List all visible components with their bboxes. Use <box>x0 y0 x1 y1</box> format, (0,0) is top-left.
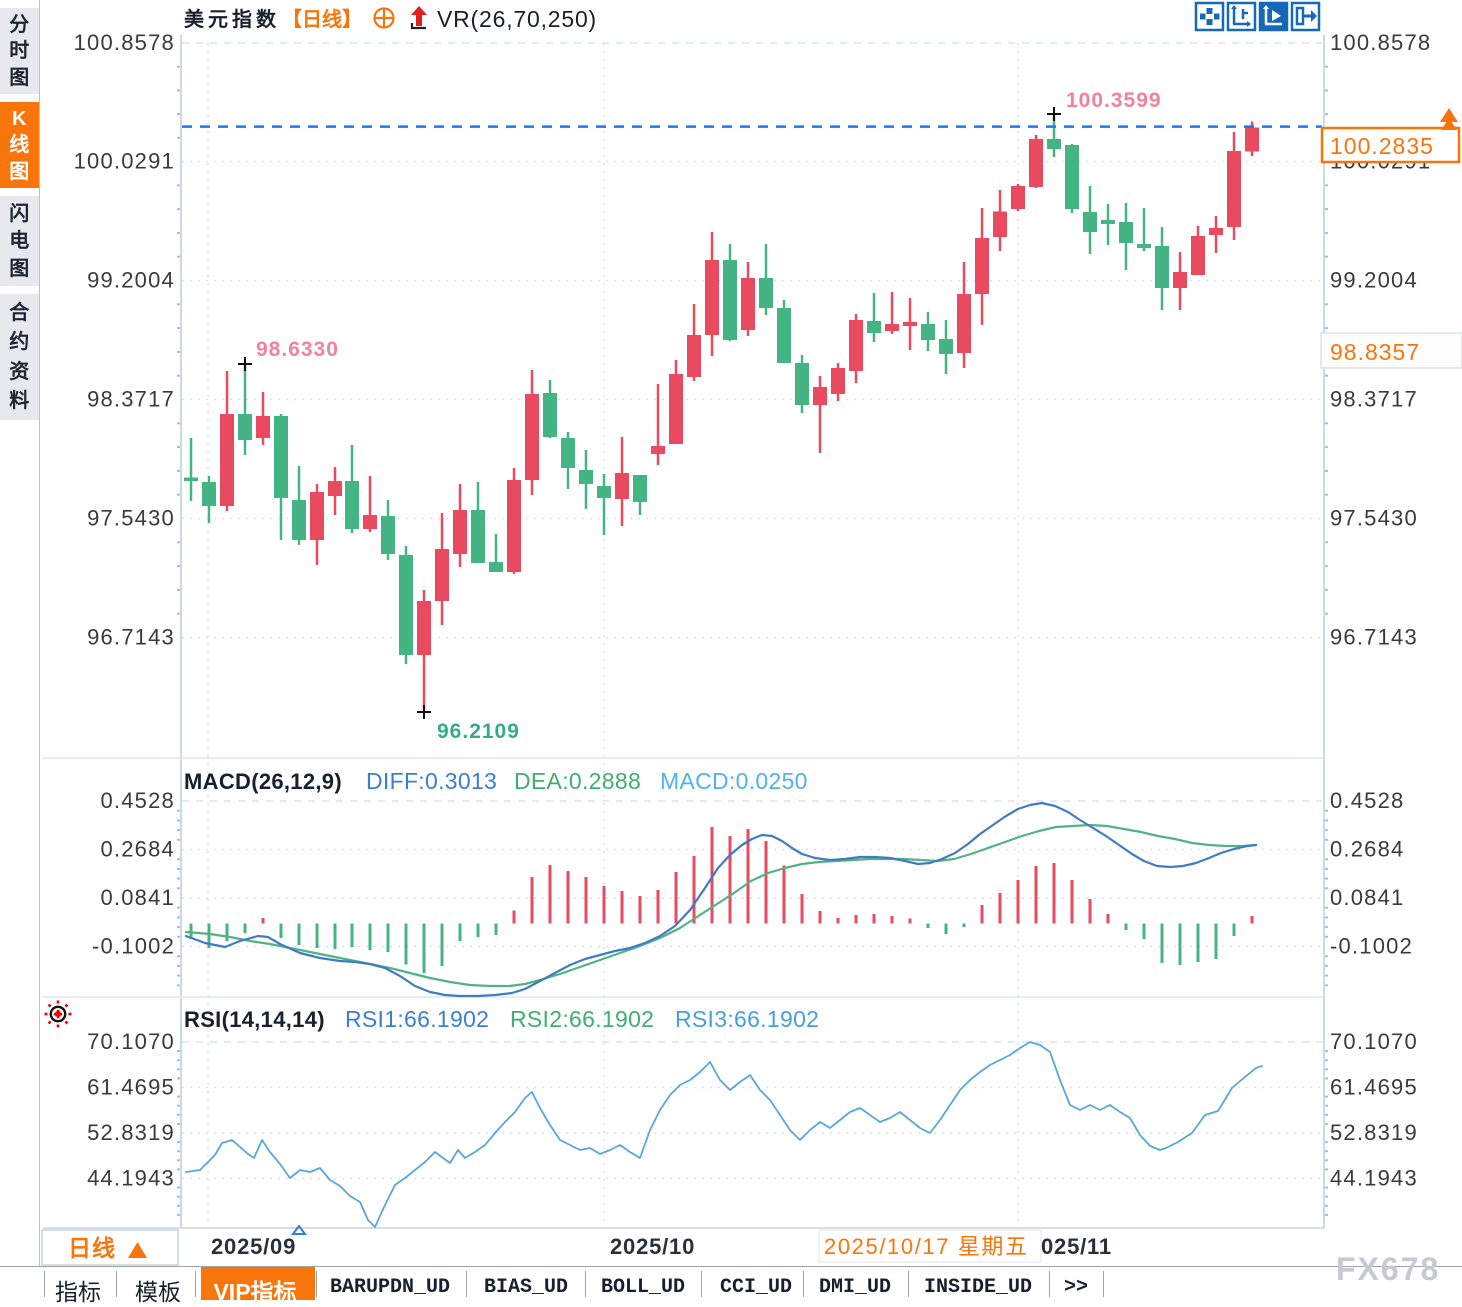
svg-text:RSI2:66.1902: RSI2:66.1902 <box>510 1006 654 1032</box>
svg-text:99.2004: 99.2004 <box>1330 268 1418 293</box>
svg-text:96.7143: 96.7143 <box>87 625 175 650</box>
svg-text:100.2835: 100.2835 <box>1330 133 1434 159</box>
svg-text:DIFF:0.3013: DIFF:0.3013 <box>366 768 497 794</box>
svg-text:98.6330: 98.6330 <box>256 338 339 361</box>
svg-text:-0.1002: -0.1002 <box>92 934 175 959</box>
svg-text:MACD(26,12,9): MACD(26,12,9) <box>184 769 342 794</box>
svg-text:98.3717: 98.3717 <box>87 387 175 412</box>
svg-text:44.1943: 44.1943 <box>1330 1166 1418 1191</box>
svg-text:70.1070: 70.1070 <box>87 1029 175 1054</box>
svg-text:0.2684: 0.2684 <box>1330 837 1405 862</box>
svg-text:98.3717: 98.3717 <box>1330 387 1418 412</box>
svg-text:44.1943: 44.1943 <box>87 1166 175 1191</box>
svg-text:RSI1:66.1902: RSI1:66.1902 <box>345 1006 489 1032</box>
svg-text:2025/10: 2025/10 <box>610 1234 695 1259</box>
svg-text:97.5430: 97.5430 <box>87 506 175 531</box>
svg-text:日线: 日线 <box>68 1235 116 1261</box>
svg-text:70.1070: 70.1070 <box>1330 1029 1418 1054</box>
svg-text:0.0841: 0.0841 <box>101 885 176 910</box>
svg-text:96.7143: 96.7143 <box>1330 625 1418 650</box>
svg-text:2025/10/17 星期五: 2025/10/17 星期五 <box>824 1234 1029 1259</box>
svg-text:RSI3:66.1902: RSI3:66.1902 <box>675 1006 819 1032</box>
svg-text:0.0841: 0.0841 <box>1330 885 1405 910</box>
svg-text:2025/09: 2025/09 <box>211 1234 296 1259</box>
svg-text:DEA:0.2888: DEA:0.2888 <box>514 768 641 794</box>
svg-text:025/11: 025/11 <box>1041 1234 1112 1259</box>
svg-text:100.3599: 100.3599 <box>1066 89 1162 112</box>
svg-text:96.2109: 96.2109 <box>437 720 520 743</box>
svg-text:0.2684: 0.2684 <box>101 837 176 862</box>
svg-text:0.4528: 0.4528 <box>1330 788 1405 813</box>
svg-text:-0.1002: -0.1002 <box>1330 934 1413 959</box>
svg-text:100.8578: 100.8578 <box>1330 30 1431 55</box>
svg-text:97.5430: 97.5430 <box>1330 506 1418 531</box>
svg-text:100.0291: 100.0291 <box>74 149 175 174</box>
svg-text:VR(26,70,250): VR(26,70,250) <box>437 6 597 32</box>
svg-text:MACD:0.0250: MACD:0.0250 <box>660 768 808 794</box>
svg-text:0.4528: 0.4528 <box>101 788 176 813</box>
svg-text:52.8319: 52.8319 <box>1330 1120 1418 1145</box>
svg-text:61.4695: 61.4695 <box>87 1075 175 1100</box>
svg-text:RSI(14,14,14): RSI(14,14,14) <box>184 1007 325 1032</box>
svg-text:美元指数: 美元指数 <box>184 7 280 31</box>
svg-text:【日线】: 【日线】 <box>282 7 362 31</box>
svg-text:52.8319: 52.8319 <box>87 1120 175 1145</box>
svg-text:61.4695: 61.4695 <box>1330 1075 1418 1100</box>
svg-text:100.8578: 100.8578 <box>74 30 175 55</box>
svg-text:98.8357: 98.8357 <box>1330 339 1420 365</box>
svg-text:99.2004: 99.2004 <box>87 268 175 293</box>
